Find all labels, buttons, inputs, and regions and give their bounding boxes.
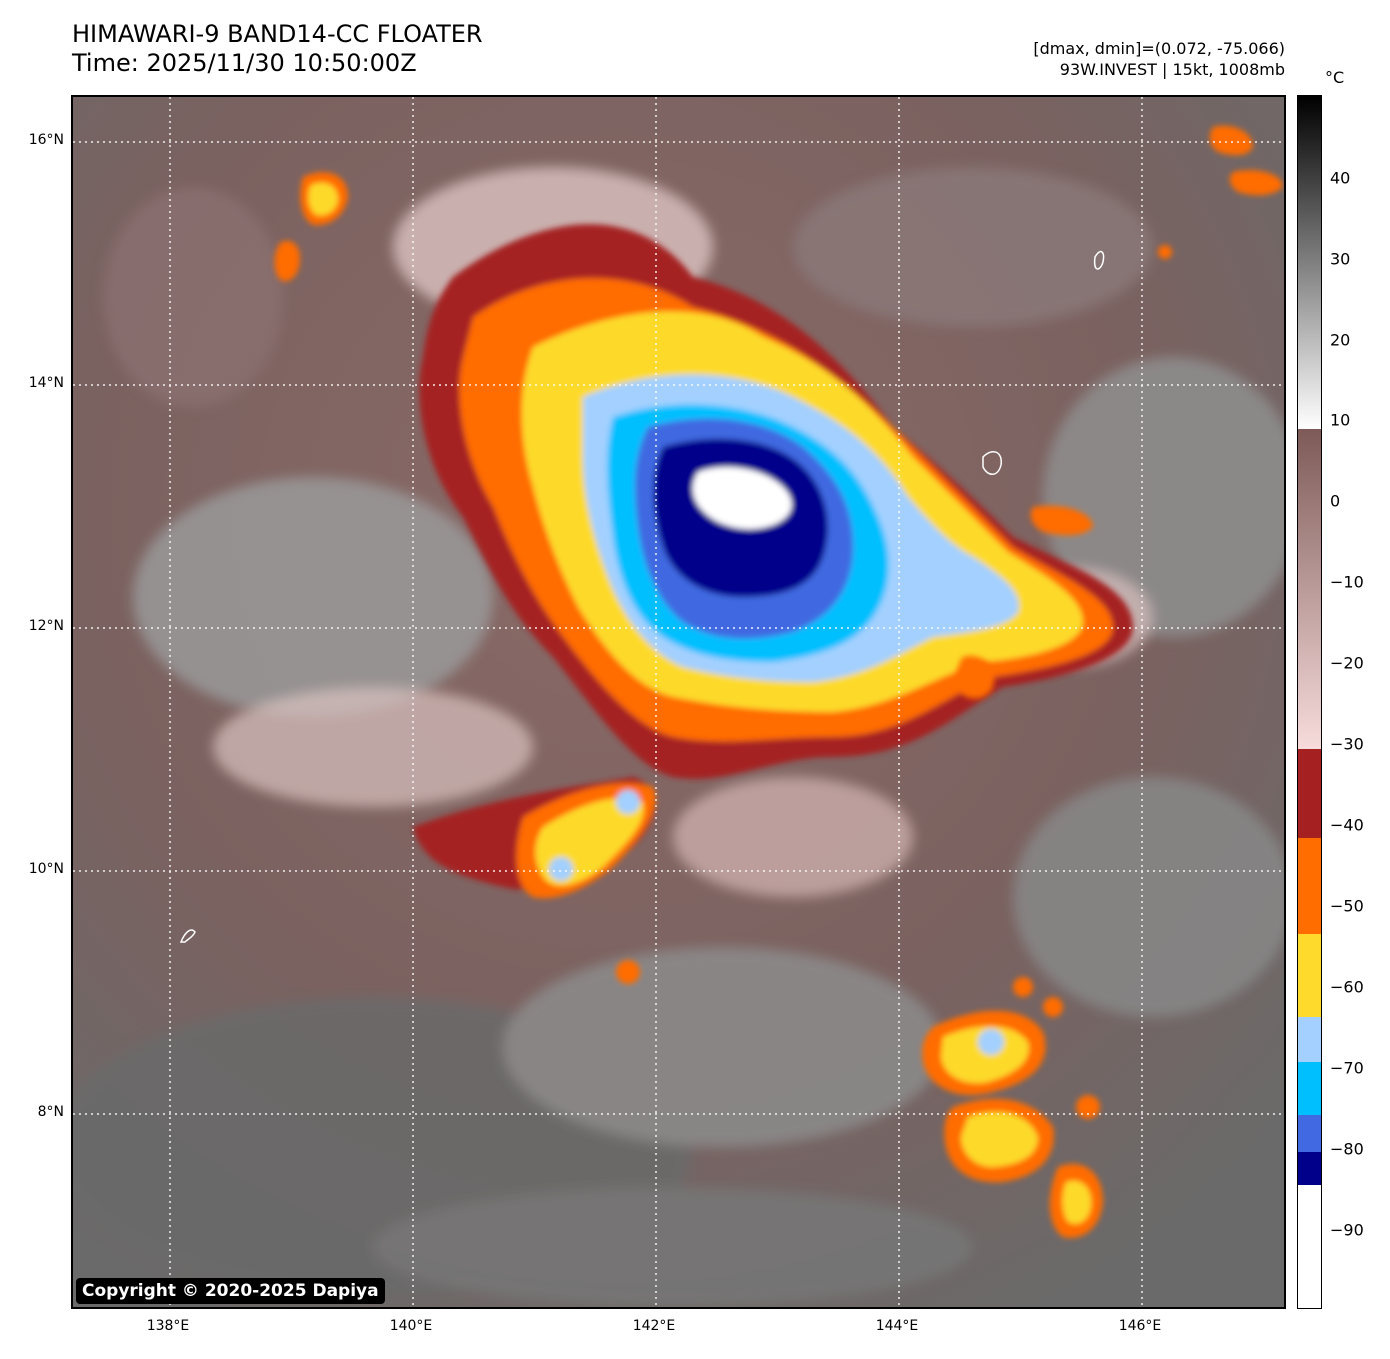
lon-label-140e: 140°E [389,1318,433,1334]
colorbar-tick-minus-80: −80 [1330,1139,1364,1159]
info-line-2: 93W.INVEST | 15kt, 1008mb [1059,60,1285,79]
lat-label-10n: 10°N [28,861,64,877]
colorbar-unit: °C [1325,68,1345,87]
satellite-imagery [73,97,1284,1307]
satellite-map[interactable]: Copyright © 2020-2025 Dapiya [71,95,1286,1309]
colorbar-tick-0: 0 [1330,491,1341,511]
colorbar-tick-20: 20 [1330,330,1351,350]
colorbar-tick-minus-70: −70 [1330,1058,1364,1078]
convective-core [419,224,1133,780]
colorbar [1297,95,1322,1309]
colorbar-tick-minus-30: −30 [1330,734,1364,754]
lon-label-142e: 142°E [632,1318,676,1334]
colorbar-tick-minus-10: −10 [1330,572,1364,592]
graticule [73,97,1284,1307]
gray-cloud-areas [73,167,1284,1307]
secondary-convective-cells [274,125,1283,1238]
info-line-1: [dmax, dmin]=(0.072, -75.066) [1033,39,1285,58]
colorbar-tick-10: 10 [1330,410,1351,430]
copyright-label: Copyright © 2020-2025 Dapiya [76,1278,385,1304]
map-title: HIMAWARI-9 BAND14-CC FLOATER Time: 2025/… [72,20,483,78]
colorbar-tick-minus-50: −50 [1330,896,1364,916]
colorbar-tick-40: 40 [1330,168,1351,188]
colorbar-tick-minus-20: −20 [1330,653,1364,673]
storm-info: [dmax, dmin]=(0.072, -75.066) 93W.INVEST… [1033,38,1285,80]
colorbar-gradient [1298,96,1321,1308]
lon-label-146e: 146°E [1118,1318,1162,1334]
lat-label-14n: 14°N [28,375,64,391]
lat-label-16n: 16°N [28,132,64,148]
title-line-2: Time: 2025/11/30 10:50:00Z [72,49,417,77]
title-line-1: HIMAWARI-9 BAND14-CC FLOATER [72,20,483,48]
coastlines [179,250,1105,943]
colorbar-tick-minus-60: −60 [1330,977,1364,997]
lat-label-12n: 12°N [28,618,64,634]
lat-label-8n: 8°N [37,1104,64,1120]
colorbar-tick-minus-40: −40 [1330,815,1364,835]
colorbar-tick-minus-90: −90 [1330,1220,1364,1240]
lon-label-144e: 144°E [875,1318,919,1334]
lon-label-138e: 138°E [146,1318,190,1334]
colorbar-tick-30: 30 [1330,249,1351,269]
